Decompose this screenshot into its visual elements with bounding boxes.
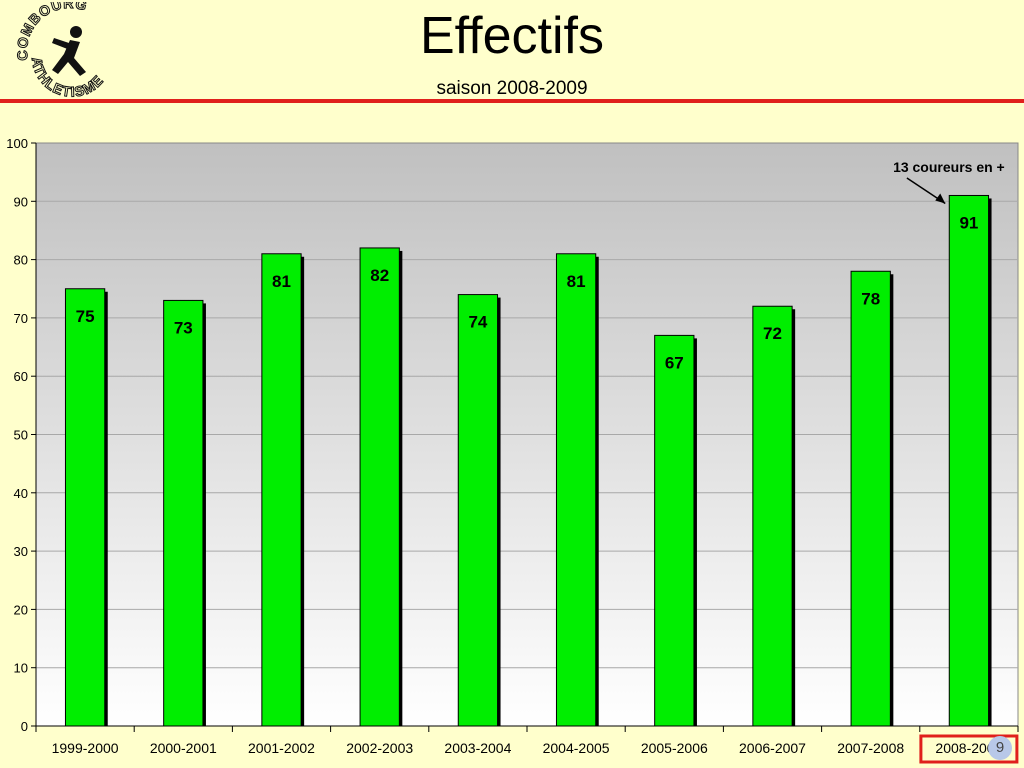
bar	[64, 288, 106, 727]
data-label: 82	[370, 266, 389, 285]
x-axis: 1999-2000 2000-2001 2001-2002 2002-2003 2003…	[35, 725, 1019, 764]
y-tick-label: 20	[14, 602, 28, 617]
data-label: 81	[567, 272, 586, 291]
y-tick-label: 40	[14, 486, 28, 501]
page-number: 9	[988, 736, 1012, 760]
bar	[752, 305, 793, 727]
athlete-figure-icon	[52, 26, 86, 76]
y-tick-label: 70	[14, 311, 28, 326]
data-label: 67	[665, 353, 684, 372]
x-tick-label: 2003-2004	[444, 740, 511, 756]
bar	[948, 194, 990, 727]
slide-title: Effectifs	[419, 7, 604, 65]
y-tick-label: 10	[14, 661, 28, 676]
slide-subtitle: saison 2008-2009	[436, 78, 588, 99]
bars	[64, 194, 992, 727]
bar	[457, 294, 499, 727]
data-label: 72	[763, 324, 782, 343]
header-divider	[0, 99, 1024, 103]
bar	[654, 334, 695, 727]
data-label: 78	[861, 289, 880, 308]
x-tick-label: 2002-2003	[346, 740, 413, 756]
y-tick-label: 90	[14, 194, 28, 209]
x-tick-label: 2000-2001	[150, 740, 217, 756]
y-tick-label: 100	[6, 136, 28, 151]
annotation: 13 coureurs en +	[893, 159, 1005, 205]
data-label: 75	[76, 307, 95, 326]
highlight-box	[919, 734, 1019, 764]
x-tick-label: 2007-2008	[837, 740, 904, 756]
arrowhead-icon	[935, 193, 946, 204]
bar	[359, 247, 400, 727]
bar	[163, 299, 204, 727]
y-tick-label: 30	[14, 544, 28, 559]
data-labels: 75 73 81 82 74 81 67 72 78 91	[76, 213, 979, 372]
data-label: 81	[272, 272, 291, 291]
x-tick-label: 2008-2009	[935, 740, 1002, 756]
club-logo: COMBOURG ATHLETISME	[14, 2, 106, 100]
y-tick-label: 60	[14, 369, 28, 384]
x-tick-label: 2005-2006	[641, 740, 708, 756]
bar	[555, 253, 597, 727]
bar	[850, 270, 891, 727]
y-tick-label: 80	[14, 253, 28, 268]
x-tick-label: 2004-2005	[543, 740, 610, 756]
y-axis: 0 10 20 30 40 50 60 70 80 90 100	[6, 136, 37, 734]
data-label: 91	[959, 213, 978, 232]
y-tick-label: 0	[21, 719, 28, 734]
x-tick-label: 1999-2000	[52, 740, 119, 756]
data-label: 73	[174, 318, 193, 337]
annotation-text: 13 coureurs en +	[893, 159, 1005, 175]
y-tick-label: 50	[14, 428, 28, 443]
data-label: 74	[468, 313, 487, 332]
x-tick-label: 2001-2002	[248, 740, 315, 756]
x-tick-label: 2006-2007	[739, 740, 806, 756]
bar	[261, 253, 302, 727]
